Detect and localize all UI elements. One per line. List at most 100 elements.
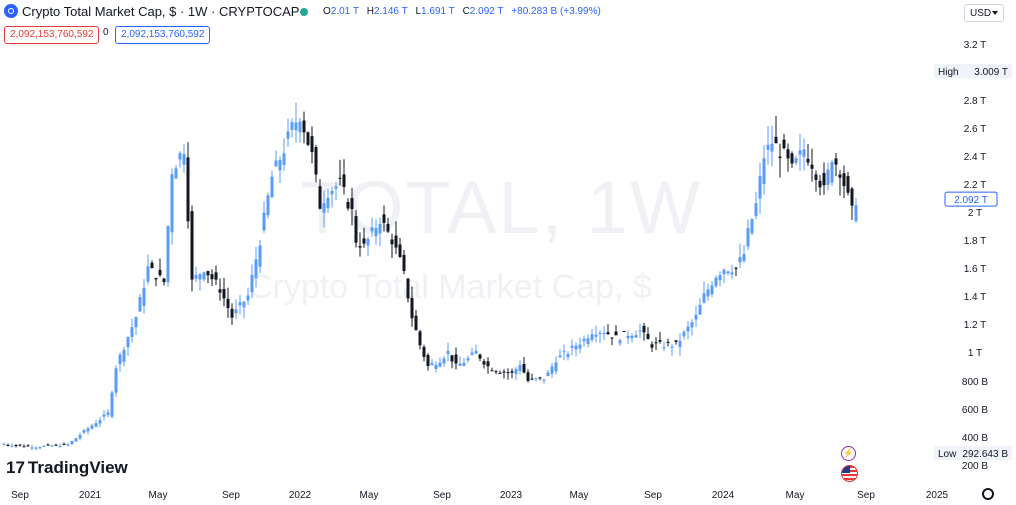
candle-body [102,414,106,417]
currency-dropdown[interactable]: USD [964,4,1004,22]
candle-body [842,173,846,187]
candle-body [270,176,274,198]
candle-body [354,216,358,243]
y-axis-tick-label: 400 B [962,433,988,444]
candle-body [262,212,266,231]
candle-body [150,262,154,269]
candle-body [226,298,230,309]
spread-value: 0 [103,27,109,38]
candle-body [298,121,302,133]
candle-body [18,444,22,446]
candle-body [526,372,530,382]
tradingview-mark-icon: 17 [6,458,25,477]
x-axis-tick-label: 2021 [79,490,102,501]
candle-body [678,340,682,348]
candle-body [682,331,686,337]
y-axis-tick-label: 1 T [968,348,982,359]
candle-body [350,198,354,209]
candle-body [210,274,214,280]
candle-body [598,332,602,334]
y-axis-tick-label: 2.6 T [964,124,987,135]
candle-body [562,351,566,353]
ohlc-low-value: 1.691 T [421,6,455,17]
candle-body [754,203,758,217]
lightning-icon[interactable]: ⚡ [841,446,856,461]
candle-body [106,412,110,415]
candle-body [830,162,834,183]
x-axis-tick-label: 2022 [289,490,312,501]
candle-body [378,223,382,234]
candle-body [58,446,62,448]
candle-body [38,447,42,449]
candle-body [638,330,642,332]
x-axis-tick-label: May [570,490,589,501]
candle-body [710,285,714,295]
candle-body [798,150,802,155]
candle-body [714,277,718,287]
candle-body [114,368,118,393]
x-axis-tick-label: Sep [857,490,875,501]
candle-body [662,347,666,349]
candle-body [826,169,830,185]
candle-body [322,203,326,213]
candle-body [578,344,582,349]
symbol-title[interactable]: Crypto Total Market Cap, $ · 1W · CRYPTO… [22,4,300,19]
candle-body [450,355,454,362]
candle-body [570,345,574,348]
candle-body [70,440,74,445]
y-axis-tick-label: 1.8 T [964,236,987,247]
settings-gear-icon[interactable] [982,488,994,500]
candle-body [854,205,858,222]
candle-body [818,180,822,188]
candle-body [110,392,114,417]
candle-body [722,269,726,275]
candle-body [214,272,218,280]
market-status-icon[interactable] [300,8,308,16]
candle-body [838,174,842,178]
candle-body [50,445,54,447]
candle-body [198,274,202,280]
last-price-marker [944,191,998,207]
candle-body [502,371,506,373]
candle-body [290,122,294,130]
last-price-label: 2.092 T [954,195,988,206]
candle-body [494,371,498,373]
tradingview-logo[interactable]: 17 TradingView [6,458,128,478]
candle-body [594,334,598,337]
buy-price-pill[interactable]: 2,092,153,760,592 [115,26,211,44]
candle-body [790,153,794,164]
candle-body [510,371,514,373]
candle-body [746,227,750,247]
candle-body [586,338,590,345]
candle-body [274,160,278,167]
candle-body [410,297,414,319]
highlow-marker [934,64,1012,78]
candle-body [810,164,814,169]
candle-body [194,275,198,279]
candle-body [742,253,746,261]
candle-body [726,271,730,274]
candle-body [658,340,662,342]
candle-body [314,147,318,175]
candle-body [582,338,586,342]
candle-body [498,372,502,374]
sell-price-pill[interactable]: 2,092,153,760,592 [4,26,100,44]
candle-body [90,425,94,429]
candle-body [346,201,350,209]
highlow-value: 3.009 T [974,67,1008,78]
candle-body [766,144,770,150]
candle-body [446,350,450,354]
candle-body [234,309,238,314]
candle-body [190,211,194,280]
candle-body [550,366,554,374]
candle-body [382,214,386,223]
candle-body [42,445,46,447]
candle-body [670,346,674,348]
candle-body [134,317,138,328]
x-axis-tick-label: 2024 [712,490,735,501]
candle-body [786,149,790,159]
us-flag-icon[interactable] [841,465,858,482]
candle-body [130,327,134,338]
y-axis-tick-label: 2.8 T [964,96,987,107]
